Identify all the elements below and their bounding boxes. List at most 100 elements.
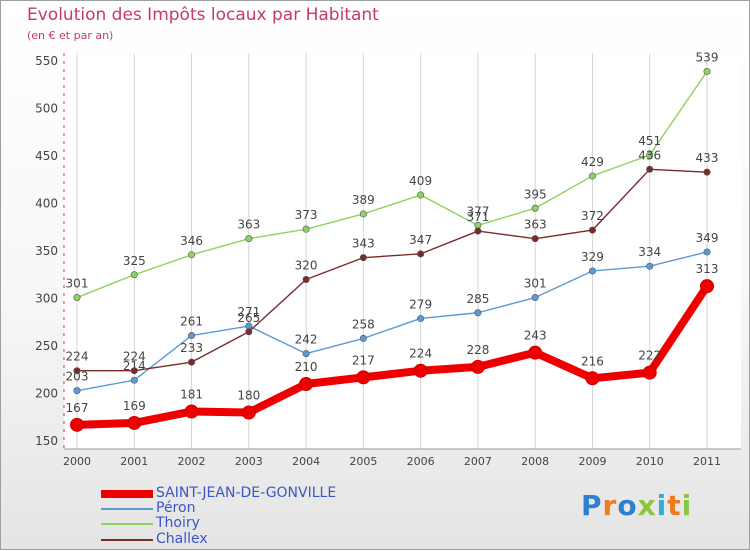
plot-area (64, 53, 741, 449)
y-tick-label: 500 (35, 102, 58, 116)
data-point (130, 367, 138, 375)
y-tick-label: 250 (35, 339, 58, 353)
data-label: 279 (409, 297, 432, 311)
legend-label: Péron (156, 500, 196, 516)
data-point (130, 271, 138, 279)
data-label: 224 (66, 350, 89, 364)
y-tick-label: 200 (35, 387, 58, 401)
data-point (188, 358, 196, 366)
data-point (241, 405, 256, 420)
legend-label: Thoiry (156, 515, 200, 531)
data-point (585, 371, 600, 386)
data-point (188, 332, 196, 340)
x-tick-label: 2009 (578, 455, 606, 468)
data-point (531, 294, 539, 302)
data-point (646, 165, 654, 173)
x-tick-label: 2001 (120, 455, 148, 468)
data-point (474, 227, 482, 235)
data-label: 181 (180, 388, 203, 402)
data-point (588, 267, 596, 275)
data-label: 372 (581, 209, 604, 223)
y-tick-label: 450 (35, 149, 58, 163)
data-label: 325 (123, 254, 146, 268)
data-label: 210 (295, 360, 318, 374)
data-point (184, 404, 199, 419)
data-label: 242 (295, 333, 318, 347)
data-label: 228 (466, 343, 489, 357)
series-line-p-ron (76, 251, 708, 392)
data-label: 373 (295, 208, 318, 222)
data-label: 329 (581, 250, 604, 264)
data-point (528, 345, 543, 360)
data-label: 334 (638, 245, 661, 259)
data-point (531, 204, 539, 212)
data-label: 224 (123, 350, 146, 364)
data-label: 203 (66, 370, 89, 384)
data-label: 222 (638, 349, 661, 363)
data-point (245, 328, 253, 336)
x-tick-label: 2003 (235, 455, 263, 468)
data-label: 180 (237, 389, 260, 403)
data-point (73, 387, 81, 395)
data-label: 451 (638, 134, 661, 148)
data-label: 217 (352, 353, 375, 367)
data-label: 169 (123, 399, 146, 413)
data-label: 429 (581, 155, 604, 169)
data-label: 363 (524, 218, 547, 232)
data-point (359, 210, 367, 218)
data-label: 346 (180, 234, 203, 248)
data-point (302, 275, 310, 283)
data-label: 363 (237, 218, 260, 232)
data-label: 261 (180, 315, 203, 329)
x-tick-label: 2004 (292, 455, 320, 468)
data-point (302, 350, 310, 358)
proxiti-logo: Proxiti (581, 489, 693, 522)
data-point (70, 417, 84, 432)
data-label: 224 (409, 347, 432, 361)
data-point (642, 365, 657, 380)
data-label: 301 (524, 277, 547, 291)
data-point (359, 334, 367, 342)
data-label: 265 (237, 311, 260, 325)
data-label: 258 (352, 317, 375, 331)
data-label: 313 (696, 262, 719, 276)
data-label: 243 (524, 329, 547, 343)
data-label: 395 (524, 187, 547, 201)
y-tick-label: 150 (35, 434, 58, 448)
data-label: 233 (180, 341, 203, 355)
series-line-challex (77, 168, 708, 372)
data-label: 167 (66, 401, 89, 415)
legend-label: SAINT-JEAN-DE-GONVILLE (156, 485, 337, 501)
y-tick-label: 300 (35, 292, 58, 306)
series-line-thoiry (76, 71, 708, 299)
series-line-saint-jean-de-gonville (76, 283, 711, 429)
data-point (73, 294, 81, 302)
data-label: 347 (409, 233, 432, 247)
x-tick-label: 2005 (349, 455, 377, 468)
data-point (127, 415, 142, 430)
data-point (359, 254, 367, 262)
data-point (700, 279, 714, 294)
data-label: 301 (66, 277, 89, 291)
data-point (703, 168, 711, 176)
x-tick-label: 2007 (464, 455, 492, 468)
data-label: 320 (295, 259, 318, 273)
data-point (474, 309, 482, 317)
data-point (302, 225, 310, 233)
data-point (413, 363, 428, 378)
data-point (588, 172, 596, 180)
x-tick-label: 2008 (521, 455, 549, 468)
data-point (417, 250, 425, 258)
data-label: 371 (466, 210, 489, 224)
chart-title: Evolution des Impôts locaux par Habitant (27, 5, 379, 25)
chart-subtitle: (en € et par an) (27, 29, 114, 42)
data-label: 389 (352, 193, 375, 207)
data-label: 349 (696, 231, 719, 245)
data-label: 216 (581, 354, 604, 368)
x-tick-label: 2002 (178, 455, 206, 468)
data-point (417, 191, 425, 199)
data-point (588, 226, 596, 234)
data-point (470, 359, 485, 374)
data-label: 214 (123, 359, 146, 373)
